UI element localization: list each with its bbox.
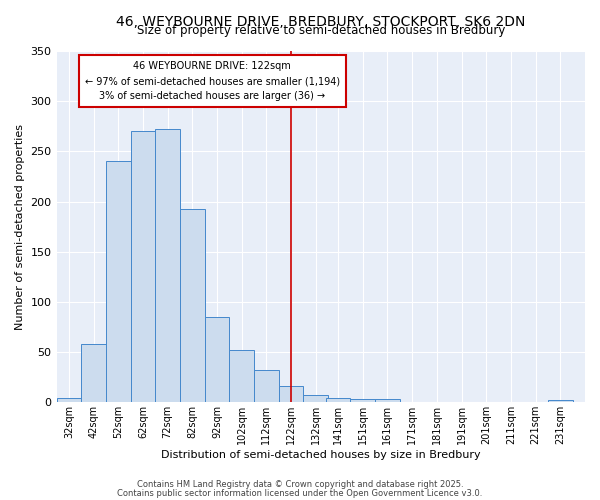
Bar: [375, 400, 400, 402]
Bar: [180, 208, 205, 402]
Bar: [205, 317, 229, 402]
Bar: [548, 400, 572, 402]
Bar: [81, 344, 106, 403]
Title: 46, WEYBOURNE DRIVE, BREDBURY, STOCKPORT, SK6 2DN: 46, WEYBOURNE DRIVE, BREDBURY, STOCKPORT…: [116, 15, 526, 29]
Bar: [279, 386, 304, 402]
Text: 46 WEYBOURNE DRIVE: 122sqm
← 97% of semi-detached houses are smaller (1,194)
3% : 46 WEYBOURNE DRIVE: 122sqm ← 97% of semi…: [85, 62, 340, 101]
Y-axis label: Number of semi-detached properties: Number of semi-detached properties: [15, 124, 25, 330]
Bar: [229, 350, 254, 403]
Text: Size of property relative to semi-detached houses in Bredbury: Size of property relative to semi-detach…: [137, 24, 505, 37]
Bar: [155, 130, 180, 402]
Bar: [326, 398, 350, 402]
Bar: [131, 132, 155, 402]
Bar: [56, 398, 81, 402]
Text: Contains HM Land Registry data © Crown copyright and database right 2025.: Contains HM Land Registry data © Crown c…: [137, 480, 463, 489]
Bar: [350, 400, 375, 402]
Text: Contains public sector information licensed under the Open Government Licence v3: Contains public sector information licen…: [118, 489, 482, 498]
X-axis label: Distribution of semi-detached houses by size in Bredbury: Distribution of semi-detached houses by …: [161, 450, 481, 460]
Bar: [254, 370, 279, 402]
Bar: [106, 162, 131, 402]
Bar: [304, 396, 328, 402]
